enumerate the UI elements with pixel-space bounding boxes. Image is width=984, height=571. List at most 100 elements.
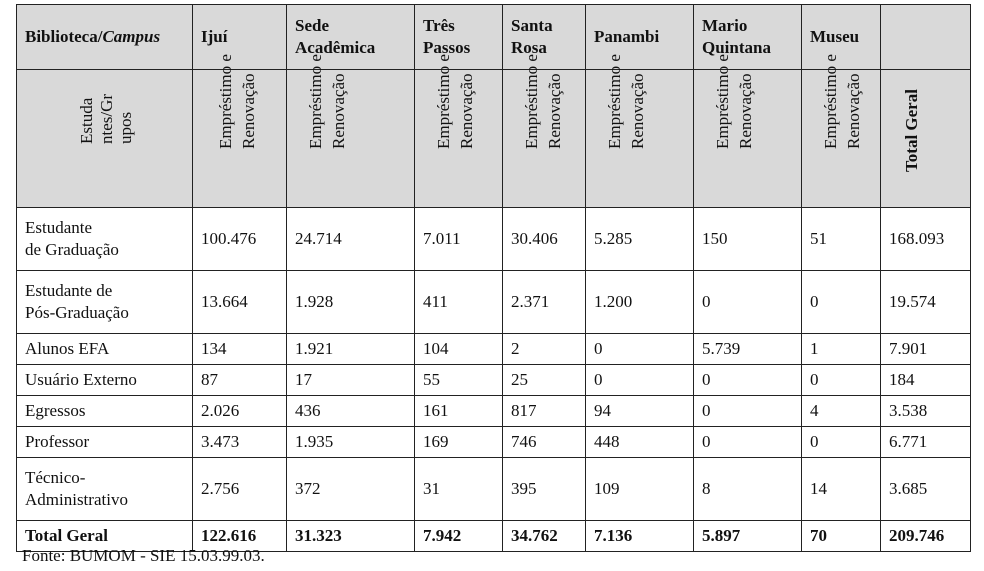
loan-renewal-header: Empréstimo e Renovação <box>502 54 586 208</box>
total-value-cell: 7.942 <box>414 520 503 552</box>
loan-label-line: Empréstimo e <box>605 54 624 150</box>
loan-label-line: Renovação <box>544 73 564 150</box>
row-total-cell: 6.771 <box>880 426 971 458</box>
total-header-empty <box>880 4 971 70</box>
loan-renewal-header: Empréstimo e Renovação <box>693 54 802 208</box>
source-note: Fonte: BUMOM - SIE 15.03.99.03. <box>22 546 265 565</box>
value-cell: 1.928 <box>286 270 415 334</box>
value-cell: 161 <box>414 395 503 427</box>
total-row: Total Geral 122.616 31.323 7.942 34.762 7.136… <box>16 520 971 552</box>
value-cell: 7.011 <box>414 207 503 271</box>
value-cell: 24.714 <box>286 207 415 271</box>
total-value-cell: 5.897 <box>693 520 802 552</box>
loan-renewal-header: Empréstimo e Renovação <box>286 54 415 208</box>
row-total-cell: 19.574 <box>880 270 971 334</box>
value-cell: 169 <box>414 426 503 458</box>
corner-header: Biblioteca/Campus <box>16 4 193 70</box>
row-label-line: Pós-Graduação <box>25 303 129 322</box>
total-row-label: Total Geral <box>16 520 193 552</box>
campus-header: Ijuí <box>192 4 287 70</box>
value-cell: 436 <box>286 395 415 427</box>
value-cell: 0 <box>801 364 881 396</box>
value-cell: 395 <box>502 457 586 521</box>
total-value-cell: 31.323 <box>286 520 415 552</box>
row-label: Estudante de Pós-Graduação <box>16 270 193 334</box>
loan-label-line: Empréstimo e <box>216 54 235 150</box>
value-cell: 1.921 <box>286 333 415 365</box>
value-cell: 0 <box>693 426 802 458</box>
row-label: Alunos EFA <box>16 333 193 365</box>
total-value-cell: 34.762 <box>502 520 586 552</box>
value-cell: 448 <box>585 426 694 458</box>
value-cell: 0 <box>585 364 694 396</box>
corner-label: Biblioteca/ <box>25 26 103 46</box>
value-cell: 13.664 <box>192 270 287 334</box>
value-cell: 5.285 <box>585 207 694 271</box>
row-total-cell: 3.685 <box>880 457 971 521</box>
value-cell: 2.026 <box>192 395 287 427</box>
value-cell: 100.476 <box>192 207 287 271</box>
value-cell: 1 <box>801 333 881 365</box>
value-cell: 51 <box>801 207 881 271</box>
value-cell: 150 <box>693 207 802 271</box>
total-geral-label: Total Geral <box>902 89 921 173</box>
loan-label-line: Renovação <box>456 73 476 150</box>
loan-label-line: Empréstimo e <box>434 54 453 150</box>
value-cell: 411 <box>414 270 503 334</box>
row-total-cell: 7.901 <box>880 333 971 365</box>
value-cell: 55 <box>414 364 503 396</box>
value-cell: 3.473 <box>192 426 287 458</box>
row-label: Usuário Externo <box>16 364 193 396</box>
loan-label-line: Renovação <box>843 73 863 150</box>
value-cell: 1.935 <box>286 426 415 458</box>
row-label-line: Estudante <box>25 217 93 237</box>
row-label: Estudante de Graduação <box>16 207 193 271</box>
value-cell: 14 <box>801 457 881 521</box>
loan-label-line: Empréstimo e <box>713 54 732 150</box>
row-label-line: de Graduação <box>25 240 119 259</box>
campus-header: Panambi <box>585 4 694 70</box>
corner-label-italic: Campus <box>102 26 161 46</box>
row-total-cell: 184 <box>880 364 971 396</box>
table-row: Estudante de Pós-Graduação 13.664 1.928 411 2… <box>16 270 971 334</box>
loan-label-line: Renovação <box>238 73 258 150</box>
loan-renewal-header: Empréstimo e Renovação <box>414 54 503 208</box>
value-cell: 2.756 <box>192 457 287 521</box>
value-cell: 0 <box>801 270 881 334</box>
table-row: Egressos 2.026 436 161 817 94 0 4 3.538 <box>16 395 971 427</box>
value-cell: 746 <box>502 426 586 458</box>
row-label-line: Administrativo <box>25 490 128 509</box>
value-cell: 8 <box>693 457 802 521</box>
row-label: Técnico- Administrativo <box>16 457 193 521</box>
total-geral-header: Total Geral <box>880 69 971 208</box>
row-label-line: Técnico- <box>25 467 86 487</box>
loan-renewal-header: Empréstimo e Renovação <box>192 54 287 208</box>
campus-header: Sede Acadêmica <box>286 4 415 70</box>
row-label-line: Estudante de <box>25 280 113 300</box>
campus-header: Mario Quintana <box>693 4 802 70</box>
value-cell: 87 <box>192 364 287 396</box>
total-value-cell: 122.616 <box>192 520 287 552</box>
value-cell: 104 <box>414 333 503 365</box>
value-cell: 4 <box>801 395 881 427</box>
campus-header: Museu <box>801 4 881 70</box>
value-cell: 0 <box>693 395 802 427</box>
row-label-line: Professor <box>25 431 90 451</box>
row-label-line: Alunos EFA <box>25 338 110 358</box>
value-cell: 17 <box>286 364 415 396</box>
campus-header: Três Passos <box>414 4 503 70</box>
table-row: Técnico- Administrativo 2.756 372 31 395 109 8 1… <box>16 457 971 521</box>
table-row: Professor 3.473 1.935 169 746 448 0 0 6.771 <box>16 426 971 458</box>
value-cell: 94 <box>585 395 694 427</box>
value-cell: 372 <box>286 457 415 521</box>
value-cell: 31 <box>414 457 503 521</box>
value-cell: 2 <box>502 333 586 365</box>
value-cell: 0 <box>801 426 881 458</box>
row-total-cell: 168.093 <box>880 207 971 271</box>
loan-label-line: Renovação <box>627 73 647 150</box>
loan-label-line: Renovação <box>328 73 348 150</box>
row-total-cell: 3.538 <box>880 395 971 427</box>
value-cell: 25 <box>502 364 586 396</box>
value-cell: 30.406 <box>502 207 586 271</box>
total-value-cell: 7.136 <box>585 520 694 552</box>
